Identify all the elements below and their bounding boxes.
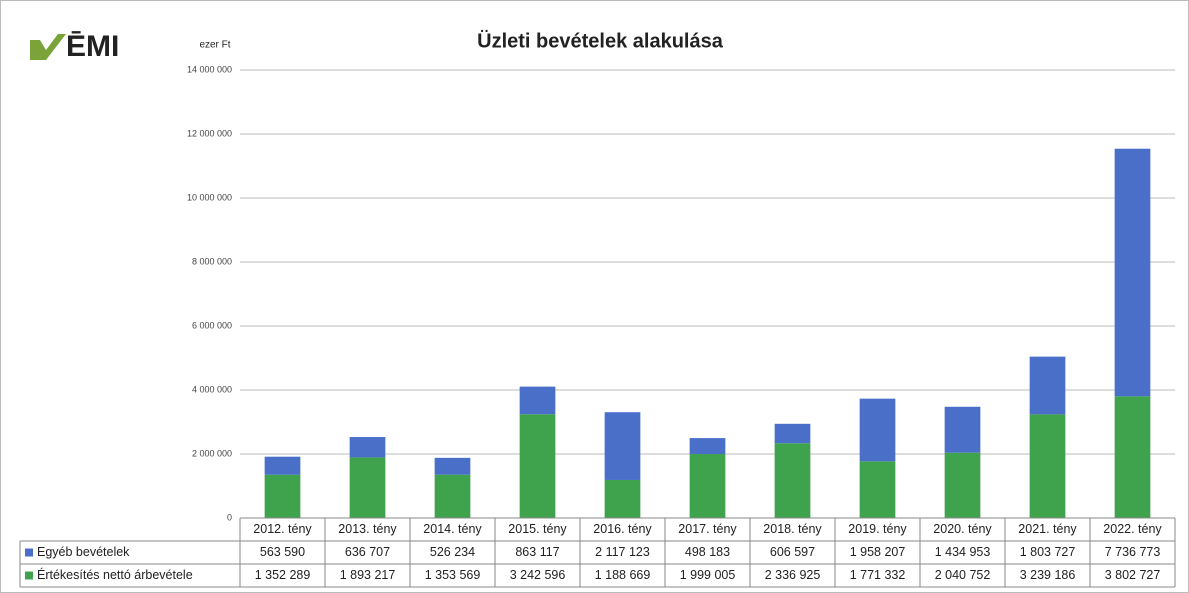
table-value: 606 597 [770,545,815,559]
table-value: 1 434 953 [935,545,991,559]
table-value: 3 802 727 [1105,568,1161,582]
x-tick-label: 2020. tény [933,522,992,536]
table-value: 1 771 332 [850,568,906,582]
y-tick-label: 12 000 000 [187,128,232,138]
bar-segment [264,474,301,518]
bar-segment [349,457,386,518]
bar-segment [859,398,896,462]
table-value: 1 999 005 [680,568,736,582]
table-value: 1 958 207 [850,545,906,559]
bar-segment [1029,414,1066,518]
x-tick-label: 2016. tény [593,522,652,536]
table-value: 2 040 752 [935,568,991,582]
x-tick-label: 2017. tény [678,522,737,536]
legend-label: Egyéb bevételek [37,545,130,559]
table-value: 7 736 773 [1105,545,1161,559]
table-value: 2 336 925 [765,568,821,582]
bar-segment [944,406,981,453]
x-tick-label: 2018. tény [763,522,822,536]
logo-check [30,34,66,60]
bar-segment [434,474,471,518]
table-value: 863 117 [515,545,559,559]
x-tick-label: 2021. tény [1018,522,1077,536]
x-tick-label: 2022. tény [1103,522,1162,536]
bar-segment [774,423,811,444]
bar-segment [1029,356,1066,415]
x-tick-label: 2012. tény [253,522,312,536]
table-value: 3 242 596 [510,568,566,582]
logo-text: ĒMI [66,30,119,63]
bar-segment [944,452,981,518]
bar-segment [434,457,471,475]
bar-segment [1114,148,1151,397]
legend-swatch [25,548,33,557]
y-tick-label: 0 [227,512,232,522]
table-value: 1 352 289 [255,568,311,582]
x-tick-label: 2014. tény [423,522,482,536]
bar-segment [1114,396,1151,518]
y-tick-label: 14 000 000 [187,64,232,74]
legend-swatch [25,571,33,580]
bar-segment [349,437,386,458]
y-tick-label: 6 000 000 [192,320,232,330]
table-value: 1 353 569 [425,568,481,582]
bar-segment [604,479,641,518]
table-value: 636 707 [345,545,390,559]
x-tick-label: 2019. tény [848,522,907,536]
bar-segment [264,456,301,475]
bar-segment [519,386,556,415]
table-value: 1 893 217 [340,568,396,582]
table-value: 498 183 [685,545,730,559]
y-tick-label: 10 000 000 [187,192,232,202]
bar-segment [604,412,641,480]
y-tick-label: 2 000 000 [192,448,232,458]
table-value: 2 117 123 [595,545,650,559]
bar-segment [774,443,811,518]
table-value: 526 234 [430,545,475,559]
bar-segment [689,454,726,518]
x-tick-label: 2013. tény [338,522,397,536]
bar-segment [859,461,896,518]
table-value: 3 239 186 [1020,568,1076,582]
y-tick-label: 4 000 000 [192,384,232,394]
x-tick-label: 2015. tény [508,522,567,536]
bar-segment [519,414,556,518]
legend-label: Értékesítés nettó árbevétele [37,567,193,582]
y-tick-label: 8 000 000 [192,256,232,266]
y-axis-label: ezer Ft [199,40,230,51]
table-value: 1 188 669 [595,568,651,582]
chart-title: Üzleti bevételek alakulása [477,29,724,52]
table-value: 563 590 [260,545,305,559]
bar-segment [689,438,726,455]
logo: ĒMI [30,30,119,63]
table-value: 1 803 727 [1020,545,1076,559]
